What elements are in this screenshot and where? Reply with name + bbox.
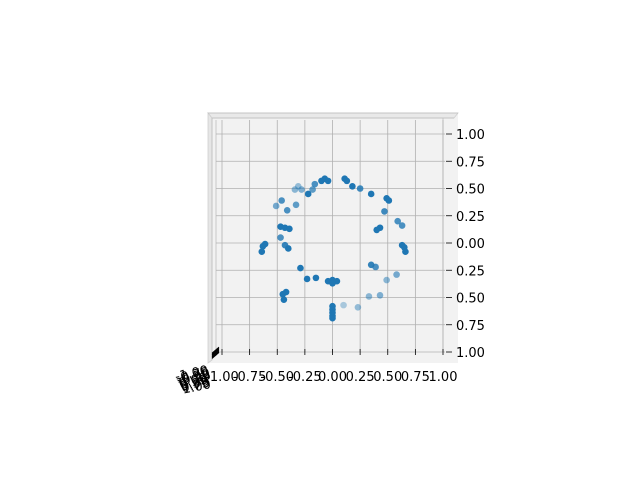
z-tick-label: -0.50 bbox=[176, 366, 212, 388]
z-tick-mark bbox=[211, 351, 220, 359]
z-tick-mark bbox=[211, 352, 220, 359]
y-tick-label: 0.25 bbox=[456, 210, 485, 225]
data-point bbox=[329, 314, 336, 322]
data-point bbox=[365, 293, 373, 300]
z-tick-mark bbox=[211, 349, 220, 357]
top-pane-edge bbox=[207, 112, 459, 119]
data-point bbox=[291, 186, 299, 193]
grid-lines bbox=[216, 120, 445, 353]
x-tick-label: 1.00 bbox=[429, 370, 458, 385]
data-point bbox=[312, 274, 320, 282]
z-tick-label: 1.00 bbox=[181, 377, 212, 398]
data-point bbox=[303, 275, 311, 283]
data-point bbox=[280, 296, 288, 303]
z-tick-mark bbox=[211, 348, 220, 355]
data-point bbox=[272, 202, 280, 210]
data-point bbox=[393, 271, 400, 278]
x-tick-label: -0.75 bbox=[233, 370, 267, 385]
data-point bbox=[354, 304, 362, 311]
data-point bbox=[343, 177, 351, 185]
data-point bbox=[394, 217, 401, 225]
z-axis-ticks: -1.00-0.75-0.50-0.250.000.250.500.751.00 bbox=[174, 346, 220, 398]
y-tick-label: 0.50 bbox=[456, 183, 485, 198]
z-tick-mark bbox=[211, 350, 220, 358]
data-point bbox=[398, 222, 406, 229]
data-point bbox=[402, 248, 409, 256]
data-points bbox=[258, 175, 409, 322]
z-tick-label: 0.50 bbox=[179, 374, 210, 395]
y-axis-ticks: 1.00 0.75 0.50 0.25 0.00 0.25 0.50 0.75 1.00 bbox=[446, 128, 485, 361]
data-point bbox=[381, 208, 388, 215]
axes-frame bbox=[207, 111, 459, 364]
data-point bbox=[259, 242, 267, 250]
data-point bbox=[349, 183, 356, 190]
x-tick-label: 0.75 bbox=[401, 370, 430, 385]
data-point bbox=[373, 226, 381, 234]
z-tick-label: -0.25 bbox=[176, 368, 212, 390]
data-point bbox=[311, 180, 319, 188]
data-point bbox=[372, 263, 379, 271]
data-point bbox=[279, 290, 287, 298]
x-tick-label: -0.25 bbox=[288, 370, 322, 385]
z-tick-mark bbox=[211, 348, 220, 356]
z-tick-label: 0.25 bbox=[178, 372, 209, 393]
x-axis-ticks: -1.00-0.75-0.50-0.250.000.250.500.751.00 bbox=[205, 349, 457, 385]
data-point bbox=[292, 201, 300, 209]
data-point bbox=[376, 292, 384, 299]
data-point bbox=[340, 301, 347, 309]
x-tick-label: -1.00 bbox=[205, 370, 239, 385]
data-point bbox=[283, 207, 291, 214]
y-tick-label: 1.00 bbox=[456, 346, 485, 361]
z-tick-label: 0.00 bbox=[177, 371, 208, 392]
x-tick-label: 0.00 bbox=[318, 370, 347, 385]
y-tick-label: 0.75 bbox=[456, 155, 485, 170]
data-point bbox=[383, 276, 390, 284]
data-point bbox=[304, 190, 312, 198]
data-point bbox=[367, 190, 375, 198]
y-tick-label: 0.50 bbox=[456, 292, 485, 307]
x-tick-label: 0.25 bbox=[346, 370, 375, 385]
data-point bbox=[281, 241, 289, 249]
data-point bbox=[356, 185, 364, 192]
y-tick-label: 0.75 bbox=[456, 319, 485, 334]
data-point bbox=[278, 197, 285, 204]
data-point bbox=[297, 264, 304, 272]
data-point bbox=[298, 186, 305, 193]
y-tick-label: 0.25 bbox=[456, 264, 485, 279]
data-point bbox=[324, 177, 332, 185]
z-tick-label: -1.00 bbox=[174, 363, 210, 385]
left-pane-edge bbox=[207, 111, 213, 364]
data-point bbox=[286, 225, 293, 233]
y-tick-label: 0.00 bbox=[456, 237, 485, 252]
z-tick-mark bbox=[211, 347, 220, 355]
data-point bbox=[309, 186, 316, 193]
z-tick-label: 0.75 bbox=[180, 375, 211, 396]
z-tick-mark bbox=[211, 350, 220, 357]
x-tick-label: 0.50 bbox=[373, 370, 402, 385]
y-tick-label: 1.00 bbox=[456, 128, 485, 143]
z-tick-label: -0.75 bbox=[175, 365, 211, 387]
data-point bbox=[329, 280, 336, 287]
data-point bbox=[385, 197, 393, 204]
x-tick-label: -0.50 bbox=[260, 370, 294, 385]
data-point bbox=[258, 248, 266, 256]
z-tick-mark bbox=[211, 346, 220, 354]
data-point bbox=[277, 234, 284, 241]
